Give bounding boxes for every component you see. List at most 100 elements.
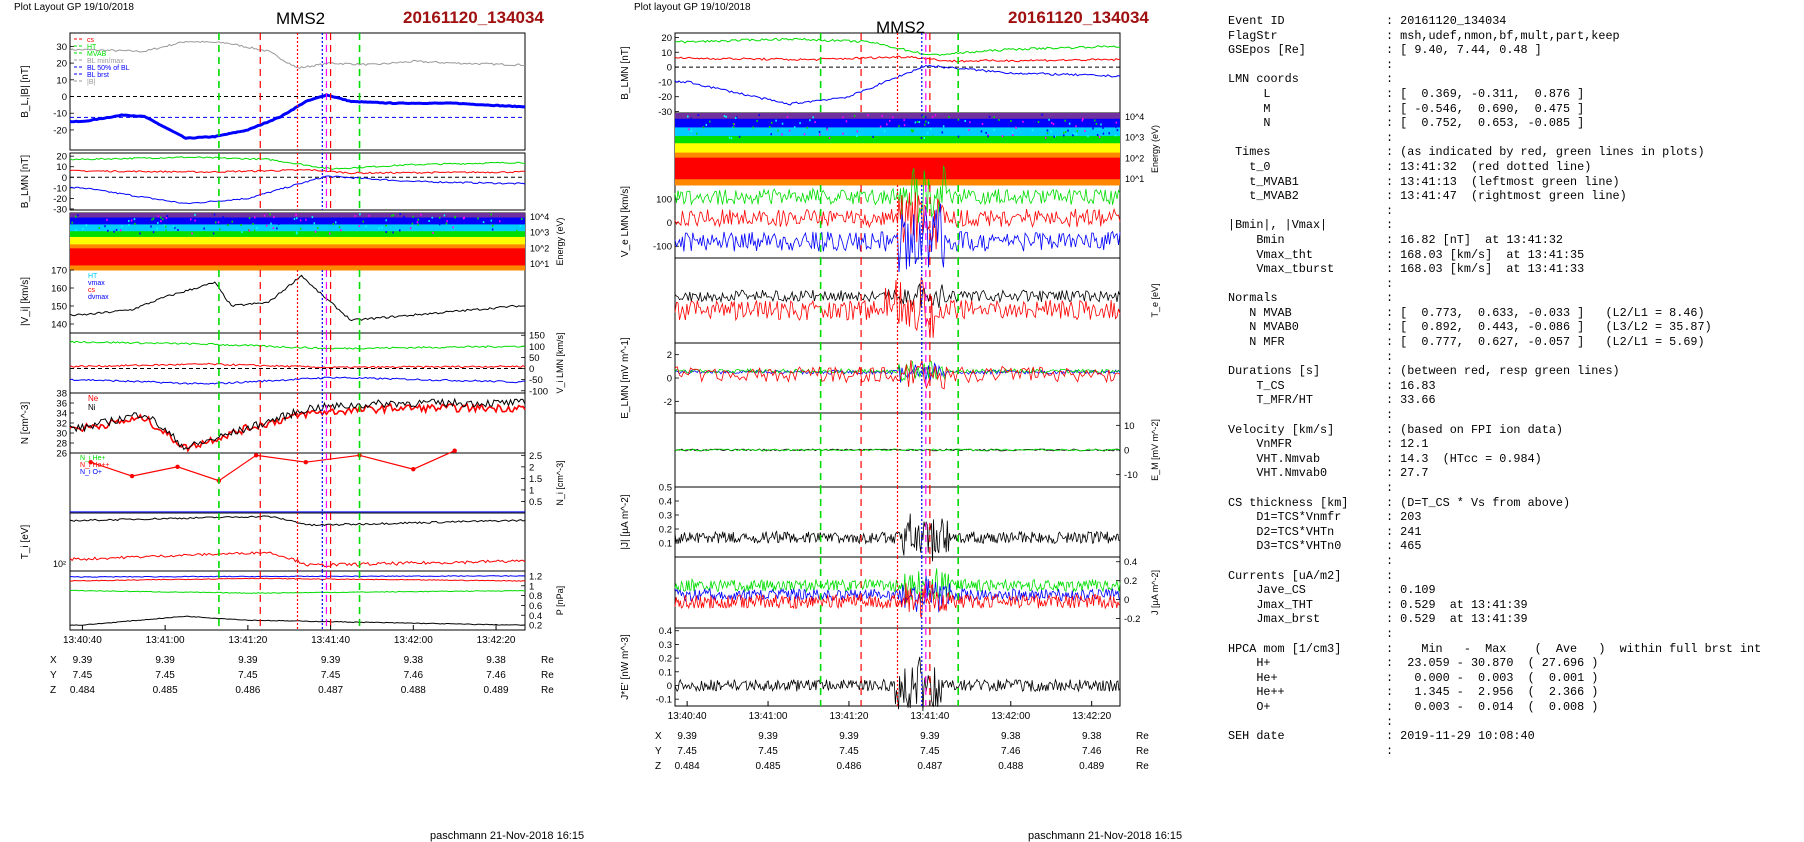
ni-point [303, 460, 308, 465]
left-ion-spectrogram-speckle [160, 216, 162, 219]
mid-electron-spectrogram-speckle [993, 116, 995, 119]
summary-key: T_CS [1228, 378, 1285, 393]
summary-row: D1=TCS*Vnmfr: 203 [1228, 510, 1761, 525]
left-ion-spectrogram-speckle [121, 225, 123, 228]
mid-electron-spectrogram-speckle [793, 126, 796, 129]
left-ion-spectrogram-speckle [507, 232, 509, 235]
left-ion-spectrogram-speckle [403, 215, 405, 218]
mid-electron-spectrogram-speckle [910, 129, 913, 132]
left-ion-spectrogram-speckle [152, 217, 155, 220]
summary-row: D3=TCS*VHTn0: 465 [1228, 539, 1761, 554]
left-ion-spectrogram-speckle [391, 214, 393, 217]
mid-electron-spectrogram-speckle [730, 137, 733, 140]
summary-row: Vmax_tht: 168.03 [km/s] at 13:41:35 [1228, 248, 1761, 263]
left-ion-spectrogram-speckle [341, 217, 343, 220]
left-ni-tick-label: 1 [529, 485, 534, 496]
middle-ephem-unit: Re [1136, 746, 1149, 757]
summary-row: : [1228, 627, 1761, 642]
middle-ephem-value: 9.39 [839, 731, 859, 742]
left-spec-tick: 10^3 [530, 228, 549, 238]
mid-b-tick-label: -20 [658, 92, 672, 103]
legend-text: BL 50% of BL [87, 65, 130, 72]
left-ion-spectrogram-band [70, 265, 525, 271]
left-blmn-tick-label: -20 [53, 194, 67, 205]
mid-electron-spectrogram-speckle [1022, 120, 1024, 123]
left-ion-spectrogram-speckle [314, 230, 317, 233]
mid-spec-ylabel: Energy (eV) [1150, 125, 1160, 173]
summary-row: L: [ 0.369, -0.311, 0.876 ] [1228, 87, 1761, 102]
mid-electron-spectrogram-speckle [829, 125, 831, 128]
left-ion-spectrogram-speckle [295, 214, 297, 217]
middle-panel-frame [674, 627, 1121, 707]
summary-value: : [1386, 568, 1394, 583]
left-ion-spectrogram-speckle [191, 219, 193, 222]
left-ephem-label: Z [50, 685, 56, 696]
legend-text: dvmax [88, 294, 109, 301]
left-ion-spectrogram-speckle [438, 216, 441, 219]
summary-key: t_MVAB2 [1228, 189, 1299, 204]
middle-ephem-value: 7.45 [839, 746, 859, 757]
summary-value: : 203 [1386, 510, 1422, 525]
mid-electron-spectrogram-band [675, 174, 1120, 180]
mid-b-series-B_N [674, 55, 1121, 63]
mid-spec-tick: 10^4 [1125, 112, 1144, 122]
left-event-title: 20161120_134034 [403, 8, 544, 27]
summary-value: : 16.82 [nT] at 13:41:32 [1386, 232, 1563, 247]
mid-e-tick-label: -2 [664, 397, 672, 408]
mid-electron-spectrogram-speckle [1115, 121, 1118, 124]
mid-electron-spectrogram-speckle [856, 135, 858, 138]
summary-row: GSEpos [Re]: [ 9.40, 7.44, 0.48 ] [1228, 43, 1761, 58]
ti-series-T_par [69, 515, 526, 527]
summary-value: : [1386, 57, 1394, 72]
left-bl-tick-label: 0 [62, 92, 67, 103]
left-ion-spectrogram-speckle [115, 228, 118, 231]
left-time-label: 13:41:00 [146, 635, 185, 646]
mid-ve-tick-label: 100 [656, 195, 672, 206]
mid-spec-tick: 10^2 [1125, 153, 1144, 163]
left-ion-spectrogram-speckle [295, 231, 298, 234]
left-vi-tick-label: 150 [51, 302, 67, 313]
left-ion-spectrogram-speckle [164, 225, 167, 228]
mid-electron-spectrogram-speckle [732, 123, 735, 126]
mid-electron-spectrogram-speckle [1092, 127, 1094, 130]
summary-row: Currents [uA/m2]: [1228, 569, 1761, 584]
mid-te-perp [674, 276, 1121, 338]
summary-row: Normals: [1228, 291, 1761, 306]
mid-electron-spectrogram-speckle [891, 116, 894, 119]
left-vi-tick-label: 170 [51, 266, 67, 277]
mid-j-tick-label: 0.1 [659, 539, 672, 550]
mid-electron-spectrogram-speckle [932, 135, 934, 138]
middle-time-label: 13:41:20 [829, 711, 868, 722]
legend-text: HT [87, 44, 97, 51]
middle-ephem-value: 0.485 [756, 761, 781, 772]
left-time-label: 13:41:40 [311, 635, 350, 646]
left-ion-spectrogram-speckle [516, 229, 518, 232]
left-ion-spectrogram-speckle [392, 214, 395, 217]
mid-electron-spectrogram-speckle [867, 114, 869, 117]
middle-ephem-value: 0.488 [998, 761, 1023, 772]
mid-electron-spectrogram-speckle [1001, 135, 1004, 138]
mid-electron-spectrogram-speckle [756, 119, 758, 122]
mid-electron-spectrogram-speckle [998, 118, 1000, 121]
left-time-label: 13:41:20 [228, 635, 267, 646]
summary-key: GSEpos [Re] [1228, 43, 1306, 58]
summary-key: HPCA mom [1/cm3] [1228, 641, 1342, 656]
left-bl-ylabel: B_L,|B| [nT] [20, 65, 31, 118]
mid-b-tick-label: -30 [658, 107, 672, 118]
summary-row: : [1228, 408, 1761, 423]
left-ion-spectrogram-speckle [212, 232, 215, 235]
left-spec-tick: 10^4 [530, 212, 549, 222]
left-ephem-value: 9.39 [73, 655, 93, 666]
left-ion-spectrogram-speckle [299, 227, 302, 230]
left-ion-spectrogram-speckle [428, 220, 430, 223]
summary-value: : 27.7 [1386, 466, 1429, 481]
left-ephem-value: 9.38 [486, 655, 506, 666]
mid-electron-spectrogram-speckle [879, 125, 882, 128]
ni-point [129, 473, 135, 479]
mid-electron-spectrogram-speckle [1011, 131, 1014, 134]
ni-point [175, 464, 180, 470]
summary-row: Velocity [km/s]: (based on FPI ion data) [1228, 423, 1761, 438]
mid-electron-spectrogram-speckle [922, 115, 925, 118]
left-ion-spectrogram-speckle [431, 218, 434, 221]
mid-electron-spectrogram-speckle [758, 114, 761, 117]
